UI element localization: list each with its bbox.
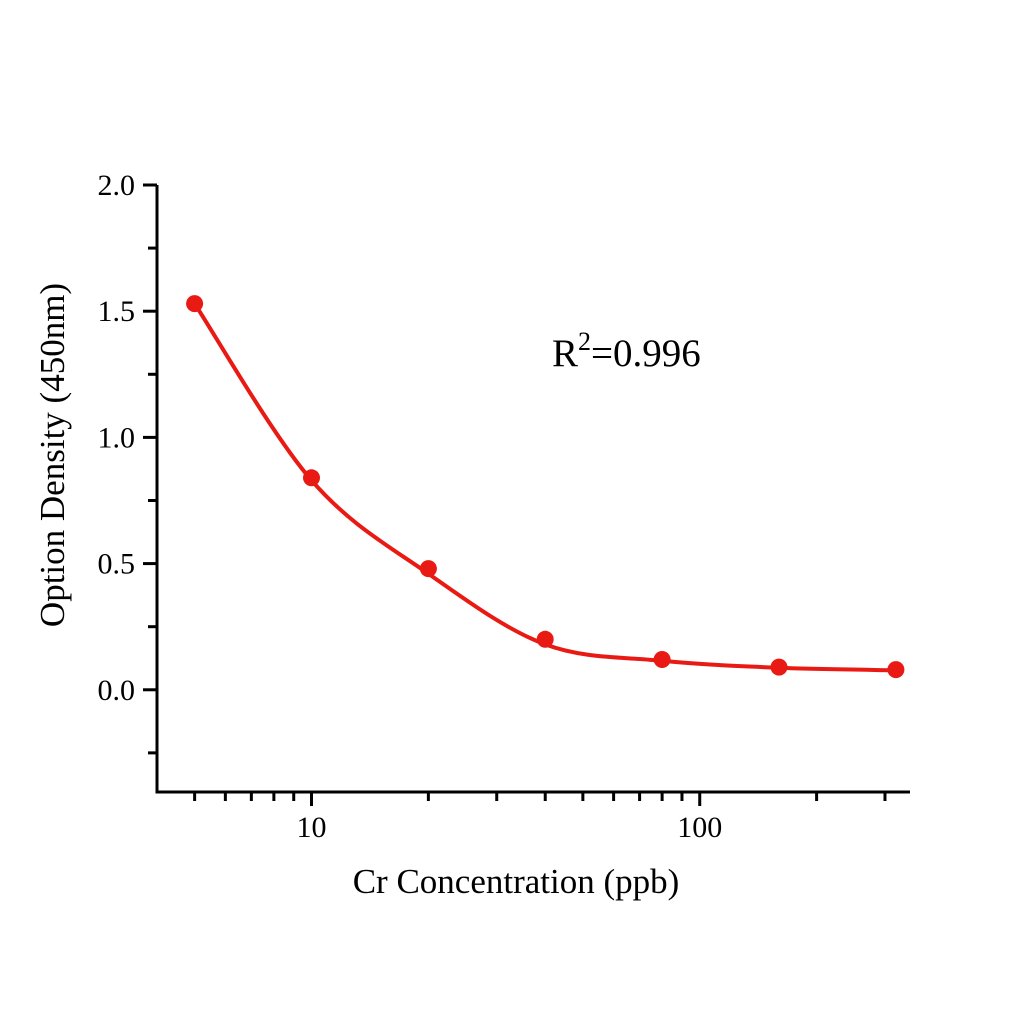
data-point (653, 651, 671, 668)
data-points-layer (186, 295, 905, 679)
x-axis-title: Cr Concentration (ppb) (353, 862, 680, 901)
fit-curve (192, 301, 898, 673)
data-point (770, 658, 788, 676)
axis-spines (155, 185, 910, 794)
x-tick-label: 100 (677, 811, 722, 844)
r-squared-superscript: 2 (578, 327, 591, 356)
data-point (419, 560, 437, 578)
x-tick-label: 10 (296, 811, 326, 844)
y-tick-label: 1.0 (98, 421, 136, 454)
y-axis-title: Option Density (450nm) (33, 283, 72, 627)
y-tick-label: 0.5 (98, 548, 136, 581)
data-point (303, 469, 320, 487)
r-squared-annotation: R2=0.996 (552, 327, 701, 375)
r-squared-value: =0.996 (591, 332, 701, 375)
y-tick-label: 0.0 (98, 674, 136, 707)
y-tick-label: 1.5 (98, 295, 136, 328)
r-squared-base: R (552, 332, 578, 375)
data-point (536, 630, 554, 648)
data-point (887, 661, 905, 679)
data-point (186, 295, 204, 313)
y-tick-label: 2.0 (98, 169, 136, 202)
axes-layer: 0.0 0.5 1.0 1.5 2.0 10 100 (98, 169, 910, 844)
